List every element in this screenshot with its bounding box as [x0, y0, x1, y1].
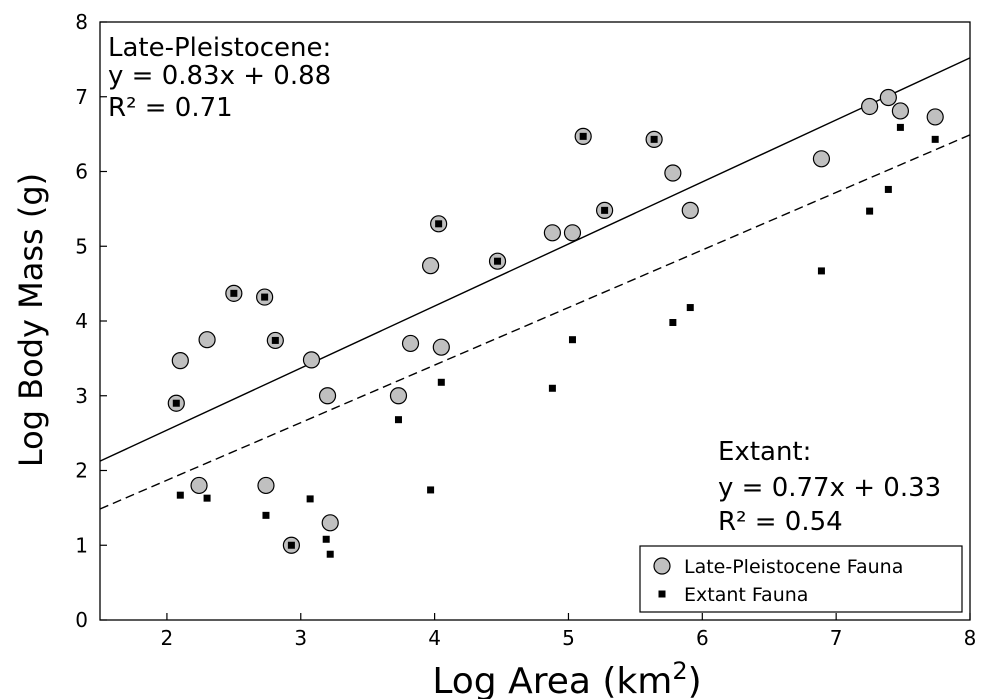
y-axis-title: Log Body Mass (g) [12, 173, 50, 467]
extant-point [262, 511, 270, 519]
extant-point [427, 486, 435, 494]
extant-point [494, 257, 502, 265]
late-pleistocene-point [401, 334, 420, 353]
legend-box [639, 545, 963, 613]
extant-point [579, 132, 587, 140]
x-axis-title-main: Log Area (km [432, 661, 672, 699]
extant-point [866, 207, 874, 215]
extant-point [271, 336, 279, 344]
late-pleistocene-point [302, 351, 321, 369]
legend-label-extant: Extant Fauna [684, 584, 808, 606]
late-pleistocene-point [257, 476, 275, 495]
extant-point [435, 220, 443, 228]
x-tick-label: 7 [830, 626, 843, 650]
late-pleistocene-point [861, 97, 879, 116]
legend: Late-Pleistocene Fauna Extant Fauna [639, 545, 963, 613]
late-pleistocene-annotation: Late-Pleistocene: y = 0.83x + 0.88 R² = … [108, 33, 331, 123]
late-pleistocene-point [432, 338, 450, 356]
x-tick-label: 6 [696, 626, 709, 650]
late-pleistocene-point [891, 102, 910, 120]
late-pleistocene-annotation-title: Late-Pleistocene: [108, 33, 331, 63]
legend-marker-late-pleistocene [653, 557, 671, 575]
x-tick-label: 5 [562, 626, 575, 650]
extant-annotation-r2: R² = 0.54 [718, 507, 843, 537]
late-pleistocene-point [664, 164, 682, 182]
late-pleistocene-series [167, 88, 944, 554]
extant-point [176, 491, 184, 499]
late-pleistocene-point [190, 476, 208, 495]
x-axis: 2 3 4 5 6 7 8 [161, 613, 977, 650]
extant-point [884, 185, 892, 193]
legend-marker-extant [658, 590, 666, 598]
y-axis: 0 1 2 3 4 5 6 7 8 [75, 10, 107, 632]
extant-point [437, 378, 445, 386]
late-pleistocene-fit-line [99, 57, 971, 462]
late-pleistocene-point [422, 257, 440, 275]
y-tick-label: 0 [75, 608, 88, 632]
late-pleistocene-point [198, 331, 216, 349]
extant-point [931, 135, 939, 143]
y-tick-label: 2 [75, 459, 88, 483]
x-tick-label: 4 [428, 626, 441, 650]
y-tick-label: 7 [75, 85, 88, 109]
y-tick-label: 4 [75, 309, 88, 333]
late-pleistocene-point [318, 387, 337, 405]
extant-point [650, 135, 658, 143]
x-tick-label: 2 [161, 626, 174, 650]
late-pleistocene-point [543, 224, 562, 242]
extant-annotation: Extant: y = 0.77x + 0.33 R² = 0.54 [718, 437, 941, 537]
x-axis-title: Log Area (km2) [432, 657, 701, 699]
extant-point [548, 384, 556, 392]
extant-point [203, 494, 211, 502]
extant-series [172, 123, 939, 558]
extant-point [394, 416, 402, 424]
late-pleistocene-point [563, 224, 582, 242]
x-tick-label: 3 [294, 626, 307, 650]
extant-point [287, 541, 295, 549]
late-pleistocene-point [812, 150, 831, 168]
extant-point [568, 336, 576, 344]
late-pleistocene-point [926, 108, 944, 126]
late-pleistocene-point [321, 514, 339, 532]
y-tick-label: 5 [75, 234, 88, 258]
extant-point [230, 289, 238, 297]
extant-point [306, 495, 314, 503]
extant-point [896, 123, 904, 131]
late-pleistocene-annotation-r2: R² = 0.71 [108, 93, 233, 123]
extant-point [261, 293, 269, 301]
regression-lines [99, 57, 971, 510]
legend-label-late-pleistocene: Late-Pleistocene Fauna [684, 556, 903, 578]
extant-fit-line [99, 134, 971, 510]
x-axis-title-superscript: 2 [672, 657, 687, 685]
late-pleistocene-point [879, 88, 897, 107]
extant-point [817, 267, 825, 275]
late-pleistocene-point [681, 201, 699, 219]
late-pleistocene-point [171, 352, 189, 370]
extant-annotation-title: Extant: [718, 437, 811, 467]
extant-point [326, 550, 334, 558]
extant-point [601, 206, 609, 214]
late-pleistocene-annotation-equation: y = 0.83x + 0.88 [108, 61, 331, 91]
extant-point [322, 535, 330, 543]
extant-annotation-equation: y = 0.77x + 0.33 [718, 473, 941, 503]
extant-point [669, 318, 677, 326]
y-tick-label: 3 [75, 384, 88, 408]
x-axis-title-close: ) [688, 661, 702, 699]
extant-point [686, 304, 694, 312]
y-tick-label: 6 [75, 160, 88, 184]
y-tick-label: 1 [75, 533, 88, 557]
extant-point [172, 399, 180, 407]
late-pleistocene-point [389, 387, 408, 405]
y-tick-label: 8 [75, 10, 88, 34]
x-tick-label: 8 [964, 626, 977, 650]
